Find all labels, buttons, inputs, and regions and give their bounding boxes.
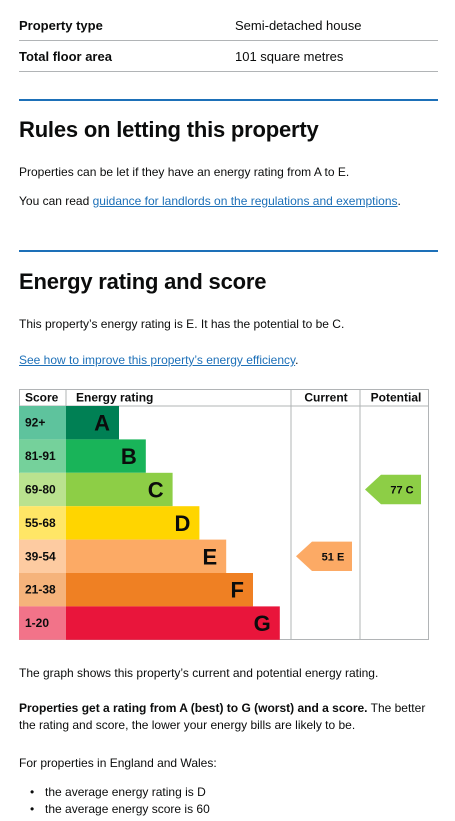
potential-rating-marker-label: 77 C <box>390 485 413 497</box>
score-cell <box>19 406 66 440</box>
improve-suffix: . <box>295 353 299 367</box>
letting-guidance-text: You can read guidance for landlords on t… <box>19 193 439 210</box>
header-potential: Potential <box>371 391 422 405</box>
energy-rating-chart: Score Energy rating Current Potential 92… <box>19 389 429 640</box>
guidance-prefix: You can read <box>19 194 93 208</box>
summary-row-floor-area: Total floor area 101 square metres <box>19 40 438 72</box>
score-label: 92+ <box>25 416 45 430</box>
rating-bar <box>66 573 253 607</box>
list-item: the average energy rating is D <box>30 784 210 801</box>
property-type-value: Semi-detached house <box>235 18 362 33</box>
score-cell <box>19 439 66 473</box>
rating-bar <box>66 539 227 573</box>
score-label: 81-91 <box>25 449 56 463</box>
current-rating-marker: 51 E <box>296 541 352 571</box>
rating-bar <box>66 472 173 507</box>
list-item: the average energy score is 60 <box>30 801 210 818</box>
score-label: 39-54 <box>25 549 56 563</box>
score-cell <box>19 606 66 640</box>
band-row-f: 21-38 F <box>19 573 253 607</box>
rating-letter: B <box>121 444 137 469</box>
guidance-link[interactable]: guidance for landlords on the regulation… <box>92 194 398 208</box>
score-cell <box>19 506 66 540</box>
header-score: Score <box>25 391 59 405</box>
regional-intro: For properties in England and Wales: <box>19 756 217 770</box>
band-row-d: 55-68 D <box>19 506 200 540</box>
rating-letter: C <box>148 478 164 503</box>
rating-explanation: Properties get a rating from A (best) to… <box>19 700 439 734</box>
rating-letter: A <box>94 411 110 436</box>
rating-letter: D <box>175 511 191 536</box>
score-cell <box>19 539 66 573</box>
letting-heading: Rules on letting this property <box>19 117 319 142</box>
floor-area-value: 101 square metres <box>235 49 344 64</box>
band-row-b: 81-91 B <box>19 439 146 473</box>
rating-letter: G <box>254 611 271 636</box>
energy-heading: Energy rating and score <box>19 269 267 294</box>
rating-letter: E <box>203 544 218 569</box>
header-energy-rating: Energy rating <box>76 391 153 405</box>
improve-text: See how to improve this property’s energ… <box>19 352 439 369</box>
rating-bar <box>66 606 280 640</box>
rating-bar <box>66 439 146 473</box>
improve-link[interactable]: See how to improve this property’s energ… <box>19 353 296 367</box>
current-rating-marker-arrow <box>296 541 352 571</box>
section-divider <box>19 250 438 252</box>
rating-letter: F <box>231 578 244 603</box>
energy-rating-text: This property’s energy rating is E. It h… <box>19 317 345 331</box>
section-divider <box>19 99 438 101</box>
rating-bar <box>66 506 200 540</box>
rating-bar <box>66 406 119 440</box>
score-label: 55-68 <box>25 516 56 530</box>
score-label: 69-80 <box>25 483 56 497</box>
averages-list: the average energy rating is D the avera… <box>30 784 210 818</box>
score-label: 1-20 <box>25 616 49 630</box>
summary-row-property-type: Property type Semi-detached house <box>19 9 438 41</box>
score-cell <box>19 472 66 507</box>
band-row-g: 1-20 G <box>19 606 280 640</box>
header-current: Current <box>304 391 347 405</box>
rating-explanation-rest: The better the rating and score, the low… <box>19 701 426 732</box>
band-row-e: 39-54 E <box>19 539 227 573</box>
band-row-c: 69-80 C <box>19 472 173 507</box>
property-type-label: Property type <box>19 18 103 33</box>
graph-description: The graph shows this property’s current … <box>19 666 379 680</box>
letting-text: Properties can be let if they have an en… <box>19 165 350 179</box>
band-row-a: 92+ A <box>19 406 119 440</box>
floor-area-label: Total floor area <box>19 49 112 64</box>
score-label: 21-38 <box>25 583 56 597</box>
guidance-suffix: . <box>397 194 401 208</box>
score-cell <box>19 573 66 607</box>
potential-rating-marker: 77 C <box>365 474 421 505</box>
rating-explanation-bold: Properties get a rating from A (best) to… <box>19 701 368 715</box>
current-rating-marker-label: 51 E <box>322 551 345 563</box>
potential-rating-marker-arrow <box>365 474 421 505</box>
